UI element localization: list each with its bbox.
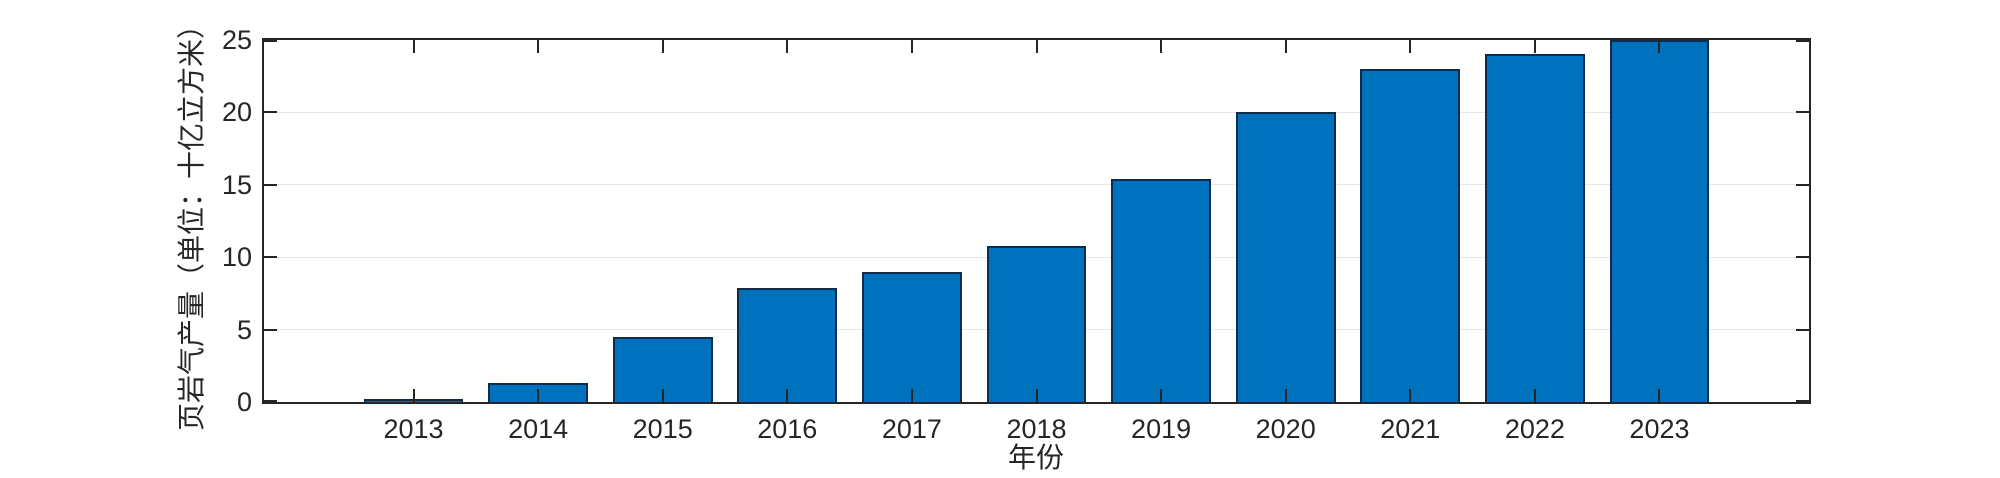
y-tick-left <box>264 328 277 331</box>
x-tick-label: 2013 <box>383 414 444 444</box>
x-tick-bottom <box>1160 389 1163 402</box>
bar-2022 <box>1485 54 1585 402</box>
y-tick-left <box>264 256 277 259</box>
y-gridline <box>264 184 1809 186</box>
x-tick-top <box>537 40 540 53</box>
x-tick-label: 2016 <box>757 414 818 444</box>
y-tick-left <box>264 400 277 402</box>
y-tick-label: 25 <box>221 25 252 55</box>
x-tick-bottom <box>537 389 540 402</box>
x-tick-bottom <box>412 389 415 402</box>
x-tick-label: 2020 <box>1255 414 1316 444</box>
x-tick-top <box>661 40 664 53</box>
y-tick-right <box>1796 328 1809 331</box>
y-tick-right <box>1796 111 1809 114</box>
bar-2021 <box>1360 68 1461 402</box>
bar-2023 <box>1609 40 1710 402</box>
y-tick-label: 5 <box>236 314 252 345</box>
x-tick-top <box>1035 40 1038 53</box>
x-tick-bottom <box>1035 389 1038 402</box>
bar-2019 <box>1111 179 1211 402</box>
x-tick-label: 2019 <box>1131 414 1192 444</box>
y-axis-label: 页岩气产量（单位：十亿立方米） <box>176 10 207 432</box>
x-tick-label: 2014 <box>508 414 569 444</box>
y-tick-right <box>1796 256 1809 259</box>
y-tick-right <box>1796 183 1809 186</box>
x-tick-label: 2023 <box>1629 414 1690 444</box>
bar-2016 <box>737 287 838 402</box>
x-tick-top <box>786 40 789 53</box>
x-tick-label: 2022 <box>1504 414 1565 444</box>
y-gridline <box>264 111 1809 113</box>
y-tick-label: 20 <box>221 97 252 128</box>
x-tick-label: 2018 <box>1006 414 1067 444</box>
bar-2020 <box>1235 112 1336 402</box>
x-tick-bottom <box>1284 389 1287 402</box>
x-tick-bottom <box>1409 389 1412 402</box>
y-tick-left <box>264 111 277 114</box>
x-tick-top <box>412 40 415 53</box>
y-tick-right <box>1796 40 1809 42</box>
x-tick-bottom <box>1658 389 1661 402</box>
x-tick-bottom <box>661 389 664 402</box>
plot-area <box>262 38 1811 404</box>
y-tick-right <box>1796 400 1809 402</box>
bar-2018 <box>986 245 1087 402</box>
x-axis-label: 年份 <box>1007 442 1064 473</box>
x-tick-label: 2015 <box>632 414 693 444</box>
x-tick-top <box>1658 40 1661 53</box>
y-tick-label: 0 <box>236 387 252 417</box>
x-tick-bottom <box>1533 389 1536 402</box>
x-tick-top <box>1409 40 1412 53</box>
x-tick-label: 2021 <box>1380 414 1441 444</box>
x-tick-bottom <box>910 389 913 402</box>
bar-2017 <box>862 271 962 402</box>
y-tick-left <box>264 183 277 186</box>
y-tick-label: 15 <box>221 169 252 200</box>
x-tick-top <box>910 40 913 53</box>
x-tick-label: 2017 <box>881 414 942 444</box>
x-tick-top <box>1160 40 1163 53</box>
x-tick-top <box>1284 40 1287 53</box>
y-tick-label: 10 <box>221 242 252 273</box>
y-tick-left <box>264 40 277 42</box>
x-tick-top <box>1533 40 1536 53</box>
x-tick-bottom <box>786 389 789 402</box>
